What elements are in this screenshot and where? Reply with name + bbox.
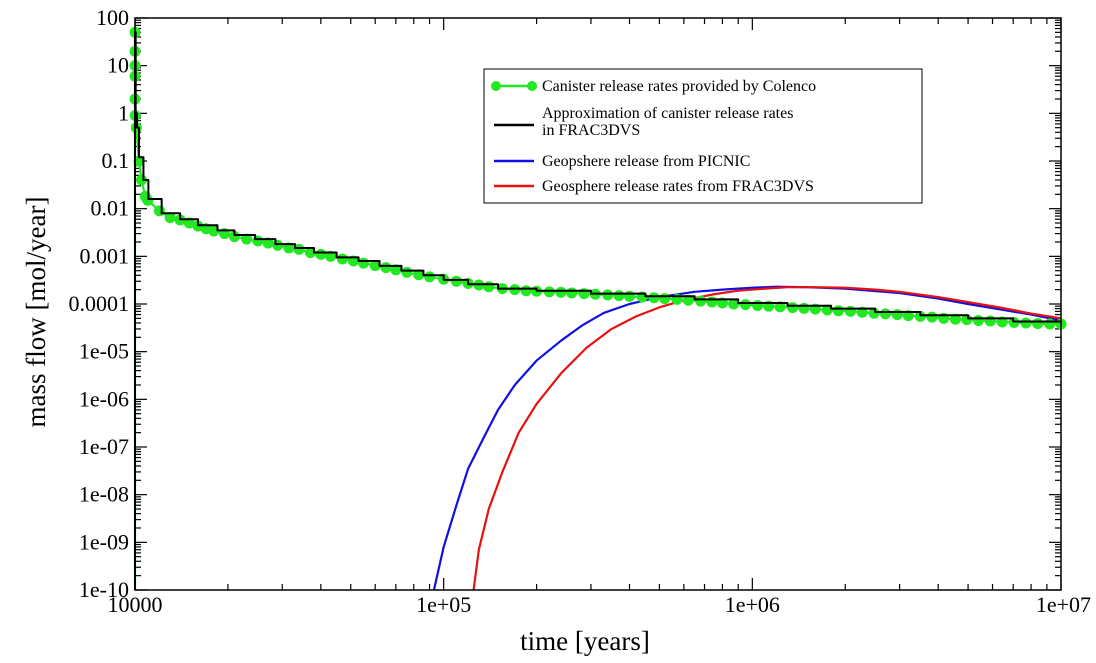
data-point bbox=[424, 271, 436, 283]
series-line-1 bbox=[134, 31, 1061, 590]
data-point bbox=[555, 286, 567, 298]
data-point bbox=[450, 275, 462, 287]
axis-ticks bbox=[134, 17, 1062, 591]
data-point bbox=[739, 299, 751, 311]
y-tick-label: 0.0001 bbox=[69, 291, 130, 316]
y-tick-label: 0.01 bbox=[91, 196, 130, 221]
data-point bbox=[325, 250, 337, 262]
data-point bbox=[390, 264, 402, 276]
x-tick-label: 1e+05 bbox=[416, 592, 471, 617]
y-tick-label: 1e-10 bbox=[79, 577, 129, 602]
data-point bbox=[520, 285, 532, 297]
y-tick-label: 1e-07 bbox=[79, 434, 129, 459]
y-tick-label: 1e-09 bbox=[79, 529, 129, 554]
data-point bbox=[413, 269, 425, 281]
data-point bbox=[293, 243, 305, 255]
data-point bbox=[566, 287, 578, 299]
data-point bbox=[380, 262, 392, 274]
series-line-3 bbox=[472, 286, 1062, 591]
data-point bbox=[914, 310, 926, 322]
data-point bbox=[602, 289, 614, 301]
data-point bbox=[659, 293, 671, 305]
data-point bbox=[228, 231, 240, 243]
data-point bbox=[252, 235, 264, 247]
data-point bbox=[369, 260, 381, 272]
legend-label: Canister release rates provided by Colen… bbox=[542, 78, 816, 95]
y-tick-label: 1e-05 bbox=[79, 339, 129, 364]
data-point bbox=[1044, 318, 1056, 330]
data-point bbox=[879, 308, 891, 320]
data-point bbox=[543, 286, 555, 298]
legend-marker bbox=[527, 81, 537, 91]
y-tick-label: 0.1 bbox=[102, 148, 130, 173]
y-tick-label: 0.001 bbox=[80, 243, 130, 268]
data-point bbox=[752, 300, 764, 311]
data-point bbox=[868, 307, 880, 319]
x-tick-label: 10000 bbox=[108, 592, 163, 617]
plot-frame bbox=[134, 17, 1062, 591]
legend-marker bbox=[491, 81, 501, 91]
data-point bbox=[336, 253, 348, 265]
data-point bbox=[133, 155, 145, 167]
data-point bbox=[483, 281, 495, 293]
legend-box bbox=[483, 68, 923, 204]
legend: Canister release rates provided by Colen… bbox=[483, 68, 923, 204]
plot-border bbox=[134, 17, 1062, 591]
data-point bbox=[1020, 317, 1032, 329]
data-point bbox=[358, 257, 370, 269]
data-point bbox=[283, 242, 295, 254]
data-point bbox=[706, 296, 718, 308]
data-point bbox=[832, 305, 844, 317]
tick-labels: 100 10 1 0.1 0.01 0.001 0.0001 1e-05 1e-06 1e-07 1… bbox=[69, 5, 1092, 617]
series-line-2 bbox=[432, 285, 1062, 591]
data-point bbox=[926, 311, 938, 323]
y-axis-label: mass flow [mol/year] bbox=[21, 197, 51, 428]
legend-label: Geopshere release from PICNIC bbox=[542, 153, 750, 170]
y-tick-label: 10 bbox=[107, 53, 129, 78]
data-point bbox=[821, 304, 833, 316]
y-tick-label: 1 bbox=[118, 100, 129, 125]
legend-label: Approximation of canister release rates bbox=[542, 105, 793, 122]
x-axis-label: time [years] bbox=[520, 626, 650, 656]
data-point bbox=[613, 290, 625, 302]
data-point bbox=[153, 205, 165, 217]
data-point bbox=[262, 237, 274, 249]
data-point bbox=[509, 284, 521, 296]
data-point bbox=[845, 305, 857, 317]
data-point bbox=[972, 315, 984, 327]
data-point bbox=[142, 194, 154, 206]
legend-label: Geosphere release rates from FRAC3DVS bbox=[542, 178, 814, 195]
y-tick-label: 100 bbox=[96, 5, 129, 30]
data-point bbox=[891, 309, 903, 321]
y-tick-label: 1e-06 bbox=[79, 386, 129, 411]
data-point bbox=[961, 314, 973, 326]
data-point bbox=[949, 313, 961, 325]
data-point bbox=[798, 302, 810, 314]
data-point bbox=[183, 217, 195, 229]
data-point bbox=[682, 294, 694, 306]
data-point bbox=[984, 315, 996, 327]
data-point bbox=[728, 298, 740, 310]
data-point bbox=[695, 295, 707, 307]
x-tick-label: 1e+07 bbox=[1036, 592, 1091, 617]
legend-label: in FRAC3DVS bbox=[542, 122, 640, 139]
data-point bbox=[315, 248, 327, 260]
y-tick-label: 1e-08 bbox=[79, 482, 129, 507]
series-layer bbox=[129, 26, 1067, 591]
data-point bbox=[241, 233, 253, 245]
x-tick-label: 1e+06 bbox=[725, 592, 780, 617]
data-point bbox=[774, 301, 786, 313]
data-point bbox=[401, 266, 413, 278]
data-point bbox=[787, 302, 799, 314]
data-point bbox=[272, 239, 284, 251]
data-point bbox=[1032, 317, 1044, 329]
data-point bbox=[624, 290, 635, 302]
data-point bbox=[164, 212, 176, 224]
data-point bbox=[648, 292, 660, 304]
